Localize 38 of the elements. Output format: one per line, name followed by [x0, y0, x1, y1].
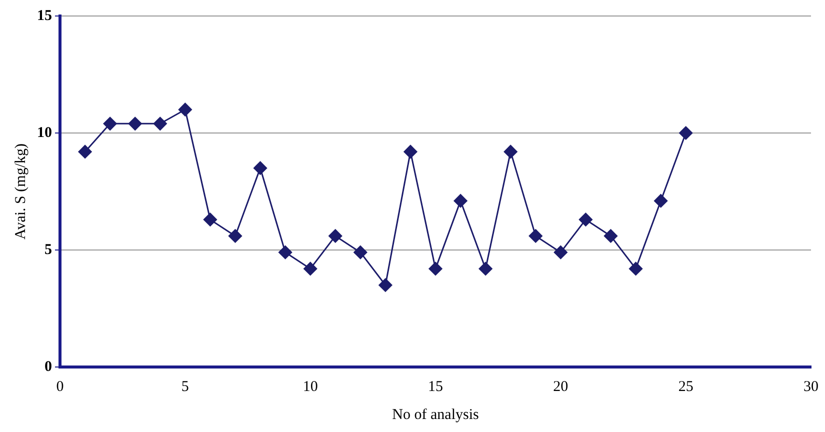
point — [228, 229, 242, 243]
point — [278, 246, 292, 260]
point — [78, 144, 92, 158]
point — [478, 262, 492, 276]
point — [428, 262, 442, 276]
point — [629, 262, 643, 276]
point — [504, 144, 518, 158]
x-tick-label: 10 — [302, 378, 318, 395]
y-tick-label: 0 — [44, 358, 52, 375]
x-axis-title: No of analysis — [392, 406, 479, 423]
point — [254, 161, 268, 175]
point — [153, 116, 167, 130]
point — [679, 126, 693, 140]
point — [304, 262, 318, 276]
x-tick-label: 25 — [678, 378, 694, 395]
point — [554, 246, 568, 260]
y-axis-title: Avai. S (mg/kg) — [12, 144, 29, 240]
point — [604, 229, 618, 243]
point — [404, 144, 418, 158]
x-tick-label: 5 — [181, 378, 189, 395]
x-tick-label: 15 — [428, 378, 443, 395]
x-tick-label: 30 — [804, 378, 818, 395]
y-tick-label: 5 — [44, 242, 52, 258]
point — [378, 278, 392, 292]
point — [128, 116, 142, 130]
point — [103, 116, 117, 130]
point — [528, 229, 542, 243]
y-tick-label: 15 — [37, 8, 52, 24]
x-tick-label: 0 — [56, 378, 64, 395]
point — [354, 246, 368, 260]
point — [178, 102, 192, 116]
point — [578, 212, 592, 226]
y-tick-label: 10 — [37, 124, 52, 141]
point — [654, 194, 668, 208]
point — [203, 212, 217, 226]
point — [454, 194, 468, 208]
point — [328, 229, 342, 243]
x-tick-label: 20 — [553, 378, 568, 395]
